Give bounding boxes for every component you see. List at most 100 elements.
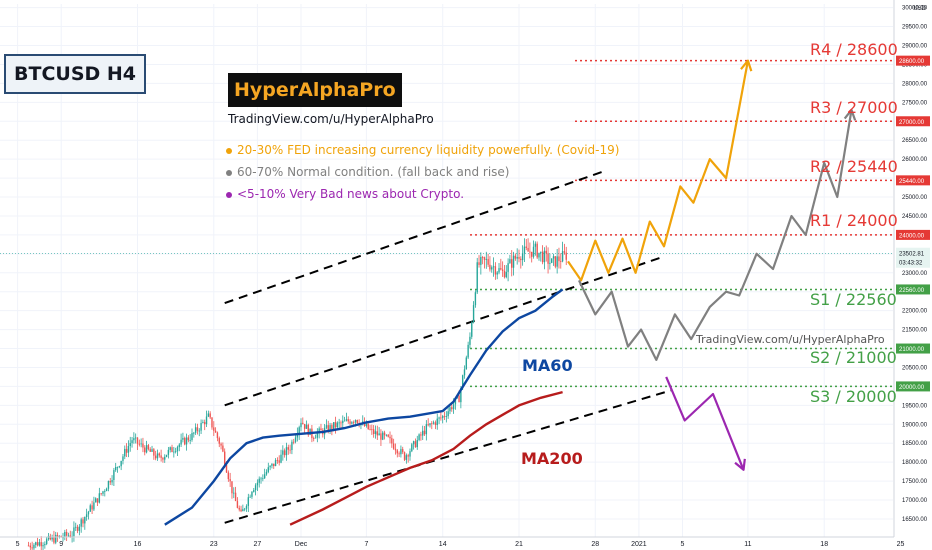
candle-body [378,433,380,436]
candle-body [116,466,119,468]
candle-body [541,251,544,263]
projection-purple [665,376,745,471]
candle-body [171,447,173,453]
channel-line [224,169,607,305]
candle-body [142,443,144,448]
candle-body [536,243,538,258]
candle-body [156,453,159,459]
candle-body [396,450,398,454]
price-axis[interactable]: USD 16500.00 17000.00 17500.00 18000.00 18500… [893,0,932,550]
candle-body [204,422,206,425]
candle-body [478,262,480,265]
price-tick-label: 18000.00 [902,460,928,466]
candle-body [474,292,477,306]
candle-body [180,439,182,445]
level-price-tag-label: 24000.00 [899,233,925,239]
candle-body [231,481,233,494]
candle-body [56,534,59,538]
level-price-tag [896,55,930,66]
candle-body [300,422,302,428]
level-price-tag [896,343,930,354]
candle-body [198,430,200,432]
ma200-line [289,390,563,526]
candle-body [351,422,353,424]
candle-body [538,252,540,258]
candle-body [385,434,388,436]
candle-body [29,545,32,548]
candle-body [202,422,204,423]
candle-body [558,256,560,262]
candle-body [104,491,106,492]
candle-body [485,258,487,260]
candle-body [140,443,142,445]
candle-body [400,449,402,455]
scenario-orange: 20-30% FED increasing currency liquidity… [226,143,619,157]
candle-body [371,429,373,430]
candle-body [434,422,437,426]
candle-body [532,246,535,257]
time-tick-label: 14 [439,541,447,548]
level-price-tag-label: 27000.00 [899,120,925,126]
level-price-tag-label: 25440.00 [899,179,925,185]
candle-body [369,429,371,430]
candle-body [205,416,208,425]
candle-body [87,511,90,515]
candle-body [307,424,309,435]
candle-body [418,434,420,441]
candle-body [167,449,170,455]
candle-body [153,449,155,456]
time-tick-label: 23 [210,541,218,548]
candle-body [229,479,231,482]
candle-body [305,424,308,429]
candle-body [520,258,522,261]
candle-body [214,430,217,433]
candle-body [144,447,146,453]
candle-body [80,519,82,527]
candle-body [271,463,273,466]
candle-body [42,545,44,547]
last-price-label: 23502.81 [899,252,925,258]
candle-body [491,267,493,270]
price-tick-label: 29000.00 [902,44,928,50]
candle-body [521,253,524,261]
candle-body [162,457,164,460]
candle-body [84,517,86,524]
scenario-gray: 60-70% Normal condition. (fall back and … [226,165,509,179]
candle-body [73,527,75,537]
candle-body [509,259,511,264]
candle-body [260,478,262,480]
price-tick-label: 19500.00 [902,403,928,409]
candle-body [352,422,355,424]
level-price-tag-label: 22560.00 [899,288,925,294]
projection-orange [567,60,749,282]
scenario-purple: <5-10% Very Bad news about Crypto. [226,187,464,201]
candle-body [129,443,131,447]
candle-body [234,492,237,502]
watermark-url: TradingView.com/u/HyperAlphaPro [696,333,885,346]
candle-body [283,450,286,456]
level-label-r3: R3 / 27000 [810,98,898,117]
price-tick-label: 21500.00 [902,328,928,334]
price-tick-label: 27500.00 [902,100,928,106]
candle-body [147,445,150,450]
candle-body [349,421,351,424]
time-tick-label: 25 [897,541,905,548]
candle-body [256,482,259,486]
candle-body [565,252,567,260]
price-tick-label: 19000.00 [902,422,928,428]
candle-body [367,423,369,430]
price-tick-label: 18500.00 [902,441,928,447]
candle-body [423,430,426,435]
candle-body [149,449,151,452]
candle-body [432,422,435,424]
candle-body [443,416,446,417]
candle-body [91,505,93,510]
candle-body [287,447,289,450]
time-axis[interactable]: 5 9 16 23 27 Dec 7 14 21 28 2021 5 11 18 25 [0,536,905,548]
candle-body [95,498,97,503]
candle-body [125,448,128,453]
level-price-tag-label: 28600.00 [899,59,925,65]
candle-body [372,429,375,435]
candle-body [36,542,39,546]
